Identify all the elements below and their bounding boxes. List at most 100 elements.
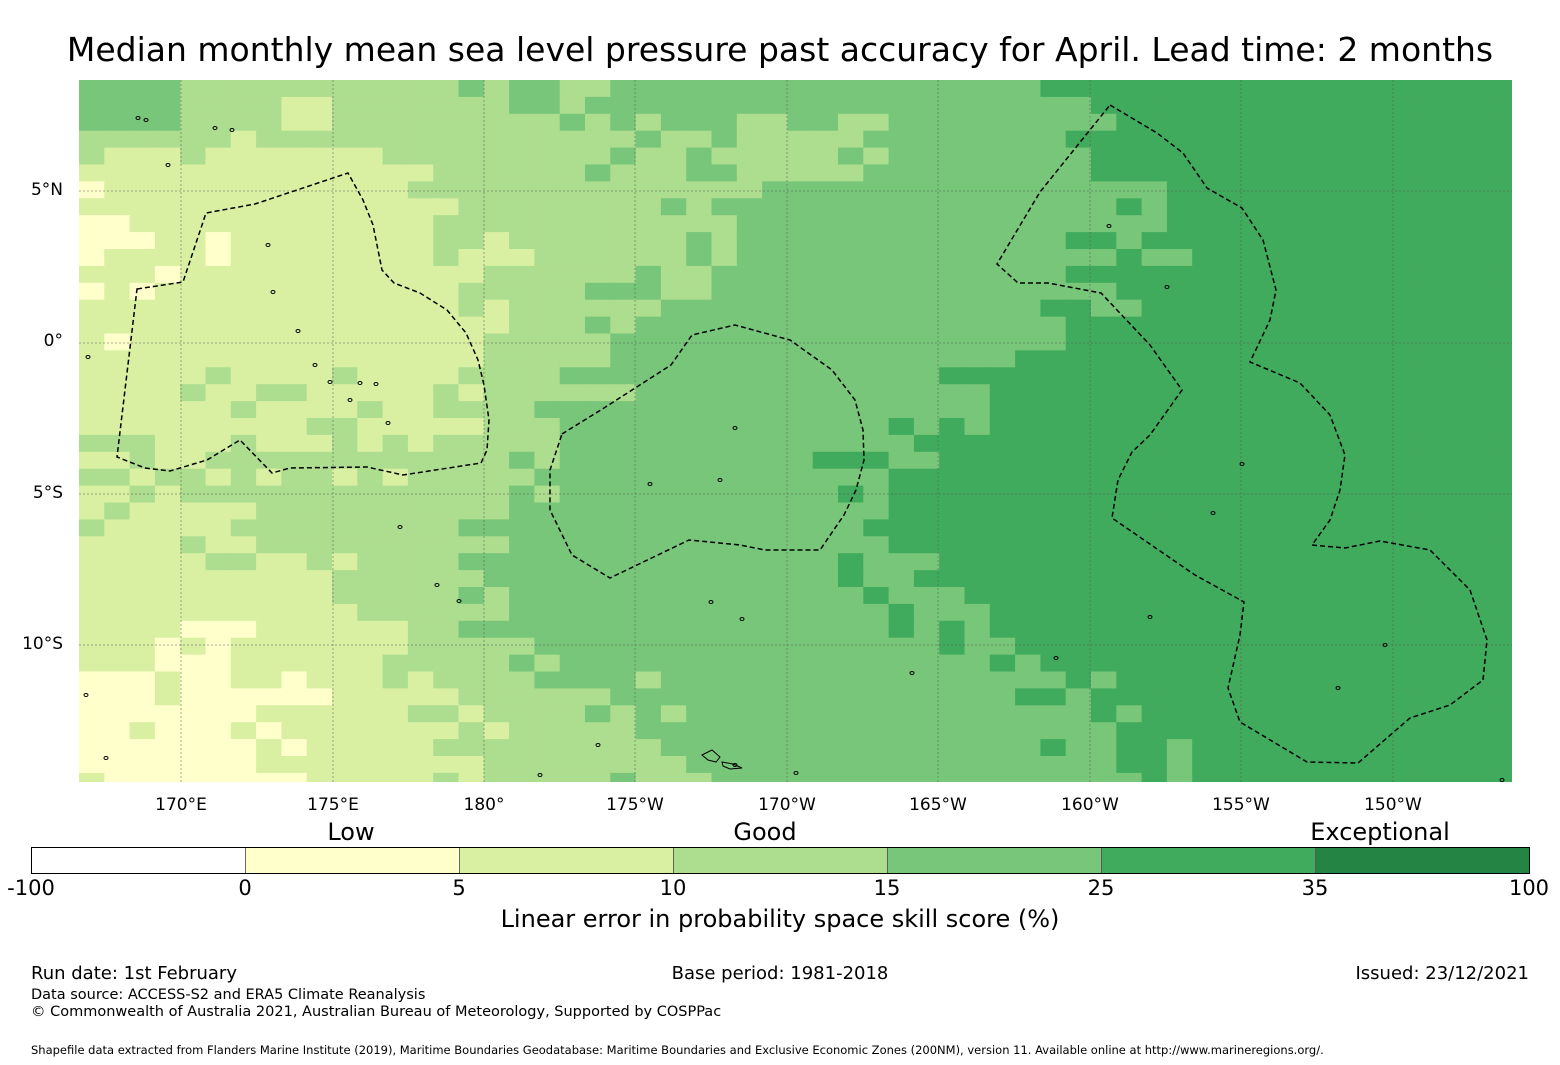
skill-cell <box>1091 756 1117 774</box>
skill-cell <box>1091 232 1117 250</box>
skill-cell <box>1015 485 1041 504</box>
skill-cell <box>787 96 814 115</box>
skill-cell <box>686 688 713 706</box>
colorbar-tick-10: 10 <box>659 876 687 900</box>
skill-cell <box>838 147 864 166</box>
skill-cell <box>1419 232 1446 250</box>
skill-cell <box>180 401 207 419</box>
shapefile-credit: Shapefile data extracted from Flanders M… <box>31 1043 1324 1057</box>
skill-cell <box>1369 451 1396 470</box>
skill-cell <box>1470 688 1497 706</box>
skill-cell <box>205 418 232 436</box>
skill-cell <box>1166 620 1193 639</box>
skill-cell <box>660 265 687 284</box>
skill-cell <box>1318 756 1345 774</box>
skill-cell <box>281 316 308 335</box>
skill-cell <box>711 519 738 537</box>
skill-cell <box>964 96 991 115</box>
skill-cell <box>1293 451 1320 470</box>
skill-cell <box>1318 536 1345 554</box>
skill-cell <box>509 164 535 182</box>
skill-cell <box>382 249 409 267</box>
skill-cell <box>1217 603 1244 622</box>
skill-cell <box>660 587 687 605</box>
skill-cell <box>1344 181 1370 199</box>
skill-cell <box>989 553 1016 571</box>
skill-cell <box>660 316 687 335</box>
skill-cell <box>154 164 181 182</box>
skill-cell <box>1116 181 1143 199</box>
skill-cell <box>306 232 333 250</box>
skill-cell <box>407 587 434 605</box>
skill-cell <box>711 215 738 233</box>
skill-cell <box>1369 299 1396 318</box>
skill-cell <box>205 654 232 673</box>
skill-cell <box>585 164 611 182</box>
skill-cell <box>483 299 510 318</box>
skill-cell <box>863 485 890 504</box>
skill-cell <box>79 333 105 351</box>
skill-cell <box>483 502 510 520</box>
skill-cell <box>1116 502 1143 520</box>
skill-cell <box>79 418 105 436</box>
skill-cell <box>1369 756 1396 774</box>
skill-cell <box>736 553 763 571</box>
skill-cell <box>79 249 105 267</box>
skill-cell <box>812 265 839 284</box>
skill-cell <box>483 215 510 233</box>
skill-cell <box>1141 249 1168 267</box>
skill-cell <box>154 772 181 782</box>
skill-cell <box>711 671 738 689</box>
skill-cell <box>382 418 409 436</box>
skill-cell <box>483 265 510 284</box>
skill-cell <box>433 536 460 554</box>
skill-cell <box>686 282 713 301</box>
skill-cell <box>1419 553 1446 571</box>
skill-cell <box>1091 316 1117 335</box>
skill-cell <box>838 434 864 453</box>
skill-cell <box>332 130 358 149</box>
skill-cell <box>1344 485 1370 504</box>
skill-cell <box>256 113 282 132</box>
skill-cell <box>129 164 156 182</box>
skill-cell <box>1217 367 1244 385</box>
skill-cell <box>1141 485 1168 504</box>
skill-cell <box>104 198 131 216</box>
skill-cell <box>989 722 1016 740</box>
skill-cell <box>458 384 485 402</box>
skill-cell <box>989 80 1016 98</box>
skill-cell <box>989 316 1016 335</box>
skill-cell <box>509 485 535 504</box>
skill-cell <box>1242 299 1269 318</box>
skill-cell <box>205 468 232 487</box>
skill-cell <box>1445 147 1472 166</box>
skill-cell <box>686 654 713 673</box>
skill-cell <box>812 468 839 487</box>
skill-cell <box>1268 637 1294 656</box>
skill-cell <box>660 536 687 554</box>
skill-cell <box>1015 418 1041 436</box>
skill-cell <box>154 620 181 639</box>
skill-cell <box>230 739 257 757</box>
skill-cell <box>559 603 586 622</box>
skill-cell <box>79 130 105 149</box>
skill-cell <box>736 181 763 199</box>
skill-cell <box>79 350 105 368</box>
skill-cell <box>1470 299 1497 318</box>
skill-cell <box>1192 265 1219 284</box>
skill-cell <box>458 603 485 622</box>
skill-cell <box>1141 722 1168 740</box>
skill-cell <box>635 603 662 622</box>
skill-cell <box>1344 570 1370 588</box>
skill-cell <box>1268 434 1294 453</box>
skill-cell <box>1192 705 1219 723</box>
skill-cell <box>635 739 662 757</box>
skill-cell <box>1268 401 1294 419</box>
skill-cell <box>230 502 257 520</box>
skill-cell <box>1470 113 1497 132</box>
skill-cell <box>534 587 561 605</box>
skill-cell <box>129 654 156 673</box>
skill-cell <box>1344 265 1370 284</box>
skill-cell <box>483 570 510 588</box>
skill-cell <box>838 671 864 689</box>
